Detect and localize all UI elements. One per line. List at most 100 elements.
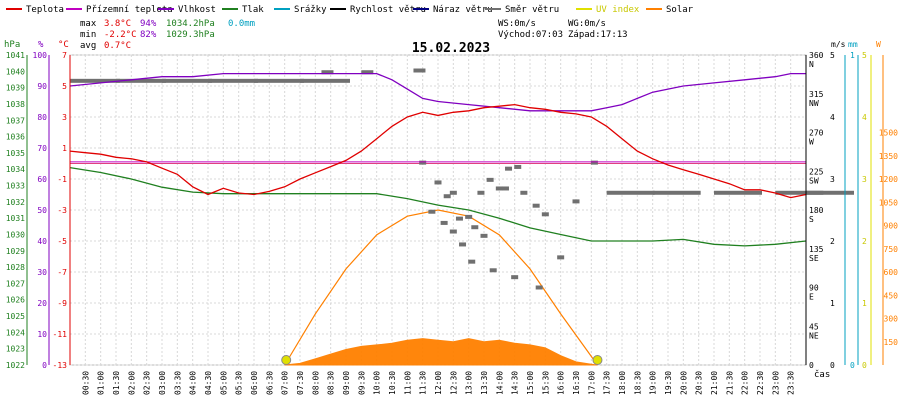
wind-tick-label: 5 (830, 51, 835, 60)
humidity-tick-label: 10 (37, 330, 47, 339)
direction-tick-label: 315 (809, 90, 824, 99)
series-wind-direction-mark (321, 70, 334, 75)
wind-tick-label: 0 (830, 361, 835, 370)
humidity-tick-label: 100 (33, 51, 48, 60)
x-tick-label: 17:00 (587, 371, 596, 395)
series-wind-direction-mark (465, 214, 473, 219)
x-tick-label: 11:30 (419, 371, 428, 395)
x-tick-label: 02:00 (127, 371, 136, 395)
temperature-tick-label: -9 (57, 299, 67, 308)
series-wind-direction-mark (590, 160, 598, 165)
stat-max-hum: 94% (140, 19, 157, 29)
wind-tick-label: 2 (830, 237, 835, 246)
temperature-tick-label: -13 (53, 361, 68, 370)
uv-tick-label: 1 (862, 299, 867, 308)
series-wind-direction-mark (440, 220, 448, 225)
x-tick-label: 04:00 (189, 371, 198, 395)
series-wind-direction-mark (443, 194, 451, 199)
pressure-tick-label: 1026 (6, 296, 25, 305)
stat-min-hum: 82% (140, 30, 157, 40)
stats-panel: max 3.8°C 94% 1034.2hPa 0.0mm min -2.2°C… (80, 19, 628, 51)
series-wind-direction-mark (471, 225, 479, 230)
pressure-tick-label: 1032 (6, 198, 25, 207)
pressure-tick-label: 1036 (6, 133, 25, 142)
direction-compass-label: SE (809, 254, 819, 263)
pressure-tick-label: 1035 (6, 149, 25, 158)
series-pressure-line (69, 166, 807, 247)
rain-unit: mm (848, 40, 858, 49)
pressure-tick-label: 1033 (6, 182, 25, 191)
x-tick-label: 15:00 (526, 371, 535, 395)
series-wind-direction-mark (70, 78, 120, 83)
x-tick-label: 19:30 (664, 371, 673, 395)
temperature-tick-label: -5 (57, 237, 67, 246)
x-tick-label: 09:00 (342, 371, 351, 395)
solar-tick-label: 1500 (879, 129, 898, 138)
pressure-tick-label: 1034 (6, 165, 25, 174)
x-tick-label: 08:30 (327, 371, 336, 395)
temperature-tick-label: -3 (57, 206, 67, 215)
series-wind-direction-mark (455, 216, 463, 221)
series-wind-direction-mark (775, 190, 824, 195)
solar-tick-label: 450 (884, 291, 899, 300)
uv-tick-label: 2 (862, 237, 867, 246)
x-tick-label: 17:30 (603, 371, 612, 395)
direction-tick-label: 45 (809, 322, 819, 331)
pressure-tick-label: 1039 (6, 84, 25, 93)
direction-tick-label: 225 (809, 167, 824, 176)
stat-max-temp: 3.8°C (104, 19, 131, 29)
stat-wg: WG:0m/s (568, 19, 606, 29)
series-solar-measured-area (284, 338, 598, 366)
legend-label: Náraz větru (433, 5, 493, 15)
direction-tick-label: 270 (809, 129, 824, 138)
pressure-tick-label: 1022 (6, 361, 25, 370)
x-tick-label: 20:00 (679, 371, 688, 395)
humidity-tick-label: 50 (37, 206, 47, 215)
x-tick-label: 13:00 (465, 371, 474, 395)
solar-tick-label: 600 (884, 268, 899, 277)
series-wind-direction-mark (468, 259, 476, 264)
pressure-tick-label: 1030 (6, 230, 25, 239)
series-wind-direction-mark (505, 166, 513, 171)
wind-tick-label: 1 (830, 299, 835, 308)
series-wind-direction-mark (254, 78, 304, 83)
x-tick-label: 03:00 (158, 371, 167, 395)
humidity-tick-label: 20 (37, 299, 47, 308)
solar-unit: W (876, 40, 881, 49)
stat-max-rain: 0.0mm (228, 19, 255, 29)
legend-label: Rychlost větru (350, 5, 426, 15)
x-tick-label: 14:00 (495, 371, 504, 395)
solar-tick-label: 1350 (879, 152, 898, 161)
series-wind-direction-mark (501, 186, 509, 191)
direction-compass-label: W (809, 138, 814, 147)
x-tick-label: 21:30 (725, 371, 734, 395)
series-uv-marker (281, 355, 292, 365)
rain-tick-label: 1 (850, 51, 855, 60)
x-tick-label: 07:30 (296, 371, 305, 395)
legend-label: Tlak (242, 5, 264, 15)
series-wind-direction-mark (449, 229, 457, 234)
temperature-tick-label: -7 (57, 268, 67, 277)
x-tick-label: 03:30 (173, 371, 182, 395)
series-humidity-line (69, 72, 806, 112)
wind-tick-label: 3 (830, 175, 835, 184)
series-wind-direction-mark (162, 78, 212, 83)
x-tick-label: 00:30 (81, 371, 90, 395)
rain-tick-label: 0 (850, 361, 855, 370)
humidity-tick-label: 80 (37, 113, 47, 122)
direction-compass-label: NE (809, 331, 819, 340)
direction-tick-label: 135 (809, 245, 824, 254)
series-wind-direction-mark (557, 255, 565, 260)
humidity-tick-label: 0 (42, 361, 47, 370)
series-temperature-line (69, 103, 807, 199)
uv-tick-label: 0 (862, 361, 867, 370)
series-wind-direction-mark (606, 190, 655, 195)
series-wind-direction-mark (208, 78, 258, 83)
temperature-tick-label: 3 (62, 113, 67, 122)
pressure-tick-label: 1031 (6, 214, 25, 223)
x-tick-label: 16:00 (557, 371, 566, 395)
stat-min-temp: -2.2°C (104, 30, 137, 40)
humidity-tick-label: 70 (37, 144, 47, 153)
series-wind-direction-mark (541, 212, 549, 217)
